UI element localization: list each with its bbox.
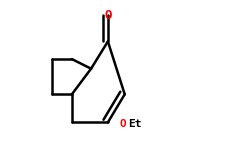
Text: Et: Et bbox=[128, 119, 141, 129]
Text: O: O bbox=[119, 119, 126, 129]
Text: O: O bbox=[104, 9, 112, 22]
